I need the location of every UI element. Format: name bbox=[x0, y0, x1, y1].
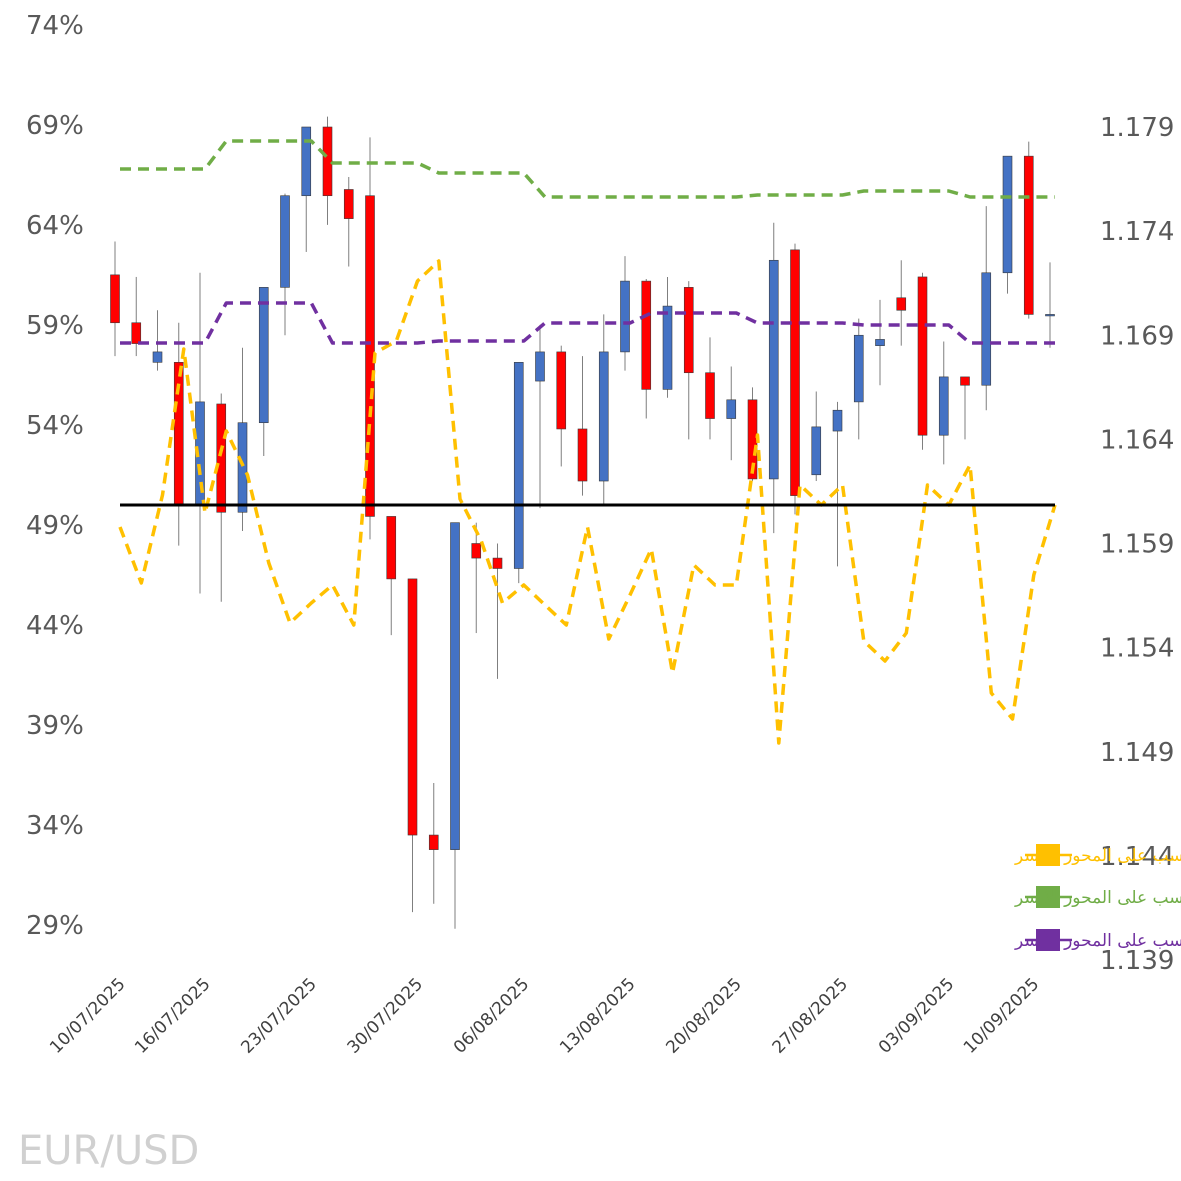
candle-body bbox=[641, 280, 652, 390]
candle-body bbox=[960, 376, 970, 386]
candle-body bbox=[662, 305, 673, 390]
candle-body bbox=[450, 522, 460, 850]
candle-body bbox=[917, 276, 928, 436]
candle-body bbox=[683, 287, 694, 374]
candle-body bbox=[152, 351, 163, 363]
legend-label: توجه عملاء، نسبة الشراء، النسب على المحو… bbox=[1014, 845, 1181, 866]
y-right-tick-label: 1.169 bbox=[1100, 321, 1174, 351]
x-tick-label: 23/07/2025 bbox=[237, 974, 320, 1057]
series-line-1 bbox=[118, 259, 1057, 745]
candle-body bbox=[386, 516, 397, 580]
candle-body bbox=[258, 287, 269, 424]
candle-body bbox=[556, 351, 567, 430]
x-tick-label: 10/07/2025 bbox=[46, 974, 129, 1057]
candle-body bbox=[981, 272, 992, 386]
series-line-3 bbox=[120, 301, 1055, 345]
candle-body bbox=[726, 399, 737, 419]
legend-label: توجه المؤسسات، نسبة الشراء، النسب على ال… bbox=[1014, 887, 1181, 908]
legend-label: توجه صناديق الرفع المالي، نسبة الشراء، ا… bbox=[1014, 930, 1181, 951]
x-tick-label: 13/08/2025 bbox=[556, 974, 639, 1057]
candle-body bbox=[237, 422, 248, 513]
candle-body bbox=[471, 543, 482, 559]
candle-body bbox=[301, 126, 312, 197]
y-left-tick-label: 34% bbox=[26, 811, 84, 841]
x-tick-label: 06/08/2025 bbox=[450, 974, 533, 1057]
candle-body bbox=[343, 189, 354, 219]
legend-swatch bbox=[1036, 886, 1060, 908]
y-left-tick-label: 44% bbox=[26, 611, 84, 641]
candle-body bbox=[492, 557, 503, 569]
y-left-tick-label: 74% bbox=[26, 11, 84, 41]
y-axis-left: 29% 34% 39% 44% 49% 54% 59% 64% 69% 74% bbox=[26, 11, 84, 941]
y-right-tick-label: 1.154 bbox=[1100, 634, 1174, 664]
y-left-tick-label: 49% bbox=[26, 511, 84, 541]
candle-body bbox=[1023, 155, 1034, 315]
y-right-tick-label: 1.149 bbox=[1100, 738, 1174, 768]
candle-body bbox=[131, 322, 142, 344]
y-left-tick-label: 29% bbox=[26, 911, 84, 941]
candle-body bbox=[896, 297, 907, 311]
x-tick-label: 20/08/2025 bbox=[662, 974, 745, 1057]
y-right-tick-label: 1.139 bbox=[1100, 946, 1174, 976]
y-left-tick-label: 59% bbox=[26, 311, 84, 341]
candle-body bbox=[768, 259, 779, 480]
candle-body bbox=[1002, 155, 1013, 274]
candle-body bbox=[705, 372, 715, 419]
candle-body bbox=[513, 362, 524, 569]
sentiment-lines bbox=[118, 139, 1057, 745]
candle-body bbox=[875, 339, 885, 346]
candle-body bbox=[280, 195, 290, 288]
candle-body bbox=[535, 351, 545, 382]
candle-body bbox=[811, 426, 822, 476]
x-tick-label: 30/07/2025 bbox=[344, 974, 427, 1057]
candle-body bbox=[938, 376, 949, 436]
y-right-tick-label: 1.179 bbox=[1100, 113, 1174, 143]
candle-body bbox=[216, 403, 227, 513]
x-tick-label: 10/09/2025 bbox=[960, 974, 1043, 1057]
x-tick-label: 27/08/2025 bbox=[769, 974, 852, 1057]
candle-body bbox=[620, 280, 630, 353]
legend: توجه عملاء، نسبة الشراء، النسب على المحو… bbox=[1014, 844, 1181, 951]
y-left-tick-label: 64% bbox=[26, 211, 84, 241]
y-left-tick-label: 69% bbox=[26, 111, 84, 141]
candle-body bbox=[832, 409, 843, 432]
legend-swatch bbox=[1036, 929, 1060, 951]
y-right-tick-label: 1.174 bbox=[1100, 217, 1174, 247]
candle-body bbox=[790, 249, 800, 496]
candle-body bbox=[853, 334, 864, 403]
y-left-tick-label: 39% bbox=[26, 711, 84, 741]
candlestick-series bbox=[110, 116, 1055, 929]
y-right-tick-label: 1.144 bbox=[1100, 842, 1174, 872]
y-left-tick-label: 54% bbox=[26, 411, 84, 441]
x-axis: 10/07/2025 16/07/2025 23/07/2025 30/07/2025… bbox=[46, 974, 1043, 1057]
candle-body bbox=[577, 428, 588, 482]
series-line-2 bbox=[120, 139, 1055, 199]
y-right-tick-label: 1.159 bbox=[1100, 530, 1174, 560]
candle-body bbox=[428, 834, 439, 850]
candle-body bbox=[322, 126, 333, 197]
candle-body bbox=[1045, 314, 1055, 317]
legend-swatch bbox=[1036, 844, 1060, 866]
pair-label: EUR/USD bbox=[18, 1128, 200, 1174]
candle-body bbox=[173, 362, 184, 505]
y-right-tick-label: 1.164 bbox=[1100, 425, 1174, 455]
candle-body bbox=[110, 274, 120, 324]
candle-body bbox=[407, 578, 418, 836]
x-tick-label: 16/07/2025 bbox=[131, 974, 214, 1057]
x-tick-label: 03/09/2025 bbox=[875, 974, 958, 1057]
candle-body bbox=[598, 351, 609, 482]
y-axis-right: 1.139 1.144 1.149 1.154 1.159 1.164 1.169 1.174… bbox=[1100, 113, 1174, 976]
